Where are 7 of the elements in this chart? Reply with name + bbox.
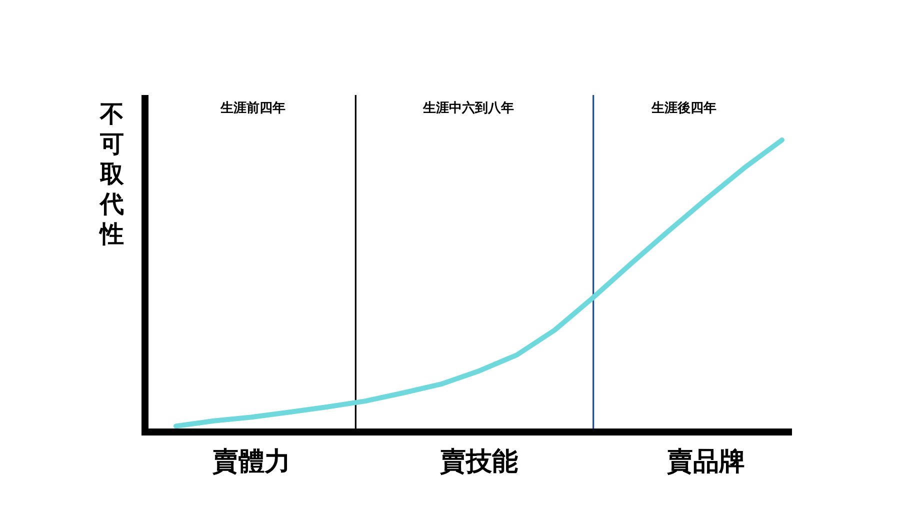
x-tick-label: 賣技能	[438, 447, 518, 477]
x-tick-label: 賣品牌	[666, 447, 746, 477]
text: 生涯中六到八年	[422, 100, 514, 116]
x-tick-label: 賣體力	[212, 447, 291, 477]
y-axis-title: 不可取代性	[98, 100, 125, 248]
text: 生涯後四年	[650, 100, 717, 116]
text: 生涯前四年	[219, 101, 286, 116]
